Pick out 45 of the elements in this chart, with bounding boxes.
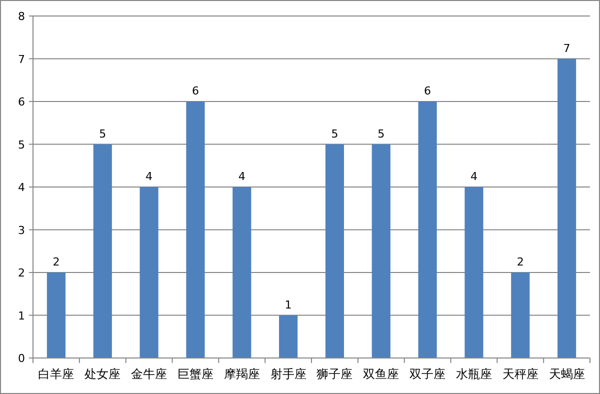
data-label: 6 (424, 84, 432, 98)
data-label: 5 (331, 127, 338, 140)
x-tick-label: 天秤座 (502, 367, 538, 381)
data-label: 2 (52, 256, 60, 268)
bar (186, 102, 205, 358)
data-label: 4 (470, 170, 478, 183)
data-label: 6 (192, 84, 199, 98)
x-tick-label: 摩羯座 (224, 367, 260, 381)
y-tick-label: 5 (18, 138, 25, 152)
y-tick-label: 8 (18, 10, 25, 23)
data-label: 4 (238, 170, 246, 183)
bar (140, 187, 158, 358)
bar (418, 102, 437, 358)
y-tick-label: 0 (18, 352, 25, 365)
x-tick-label: 双鱼座 (363, 367, 400, 381)
x-tick-label: 双子座 (410, 367, 446, 381)
data-label: 5 (378, 127, 385, 140)
y-tick-label: 4 (18, 181, 25, 194)
y-tick-label: 2 (18, 266, 25, 280)
x-tick-label: 处女座 (84, 367, 121, 381)
bar (511, 272, 530, 358)
data-label: 1 (284, 298, 292, 312)
x-tick-label: 金牛座 (131, 367, 168, 381)
bar (372, 144, 390, 358)
data-label: 7 (563, 42, 570, 55)
y-tick-label: 3 (18, 224, 25, 237)
bar (558, 58, 576, 358)
data-label: 4 (146, 170, 153, 183)
bar (279, 315, 298, 358)
x-tick-label: 射手座 (270, 367, 306, 381)
y-tick-label: 6 (18, 96, 25, 108)
bar (325, 144, 344, 358)
x-tick-label: 巨蟹座 (177, 367, 214, 381)
x-tick-label: 白羊座 (38, 367, 74, 381)
bar (232, 187, 252, 358)
bar (464, 187, 484, 358)
x-tick-label: 水瓶座 (456, 367, 492, 381)
y-tick-label: 1 (18, 309, 25, 322)
data-label: 5 (99, 127, 106, 140)
x-tick-label: 狮子座 (316, 367, 353, 381)
bar (93, 144, 112, 358)
y-tick-label: 7 (18, 52, 25, 66)
x-tick-label: 天蝎座 (548, 367, 585, 381)
bar (46, 272, 66, 358)
data-label: 2 (516, 256, 524, 268)
